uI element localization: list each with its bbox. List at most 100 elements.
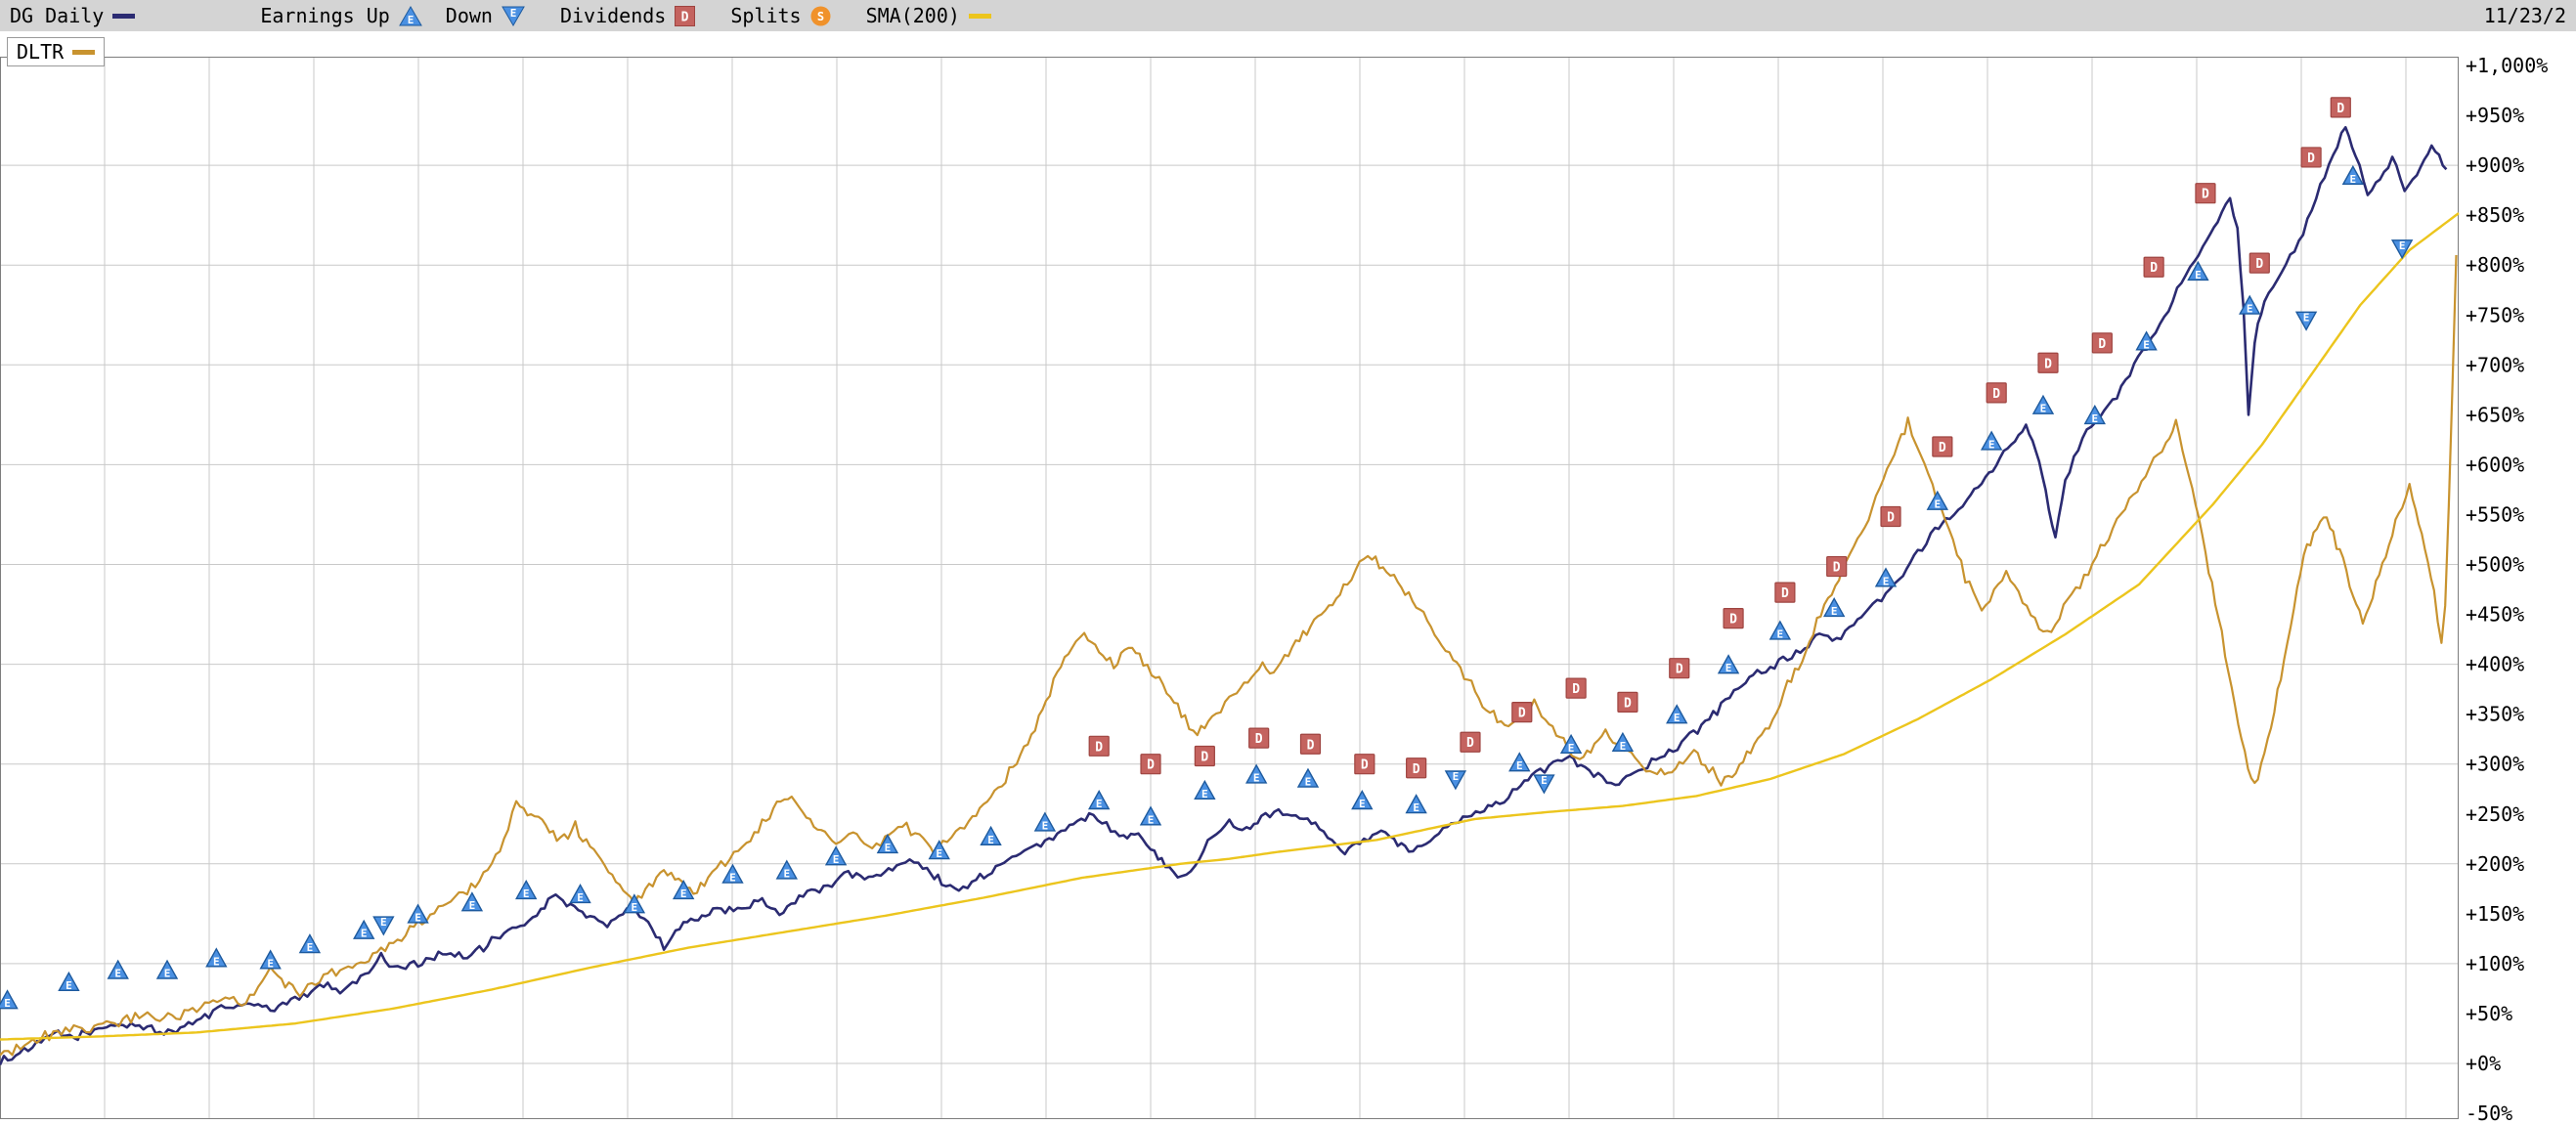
svg-text:D: D [2307,151,2315,166]
chart-area[interactable]: E E E E E E E E E E E E E E E E E E E E E E E E E E E E E E E E E E E E E E E E… [0,31,2576,1125]
price-chart-canvas[interactable]: E E E E E E E E E E E E E E E E E E E E E E E E E E E E E E E E E E E E E E E E… [0,31,2576,1125]
legend-earnings-up: Earnings Up E [260,4,422,27]
svg-text:E: E [4,997,11,1010]
earnings-up-icon: E [398,5,422,26]
svg-text:E: E [885,842,892,854]
svg-text:E: E [2303,311,2310,324]
svg-text:D: D [1992,387,2000,402]
dltr-line-swatch-icon [72,49,96,55]
svg-text:E: E [1413,801,1419,814]
earnings-down-label: Down [445,4,493,27]
svg-text:E: E [2350,173,2357,186]
svg-text:D: D [1518,707,1526,721]
svg-text:E: E [783,867,790,880]
svg-text:+150%: +150% [2466,902,2524,926]
svg-text:+850%: +850% [2466,203,2524,227]
svg-text:D: D [1729,613,1737,627]
svg-text:+200%: +200% [2466,852,2524,876]
svg-text:+550%: +550% [2466,503,2524,527]
svg-text:E: E [1359,798,1366,810]
svg-text:E: E [1148,813,1155,826]
svg-text:+900%: +900% [2466,153,2524,177]
legend-dividends: Dividends D [559,4,696,27]
svg-text:E: E [1777,627,1784,640]
svg-text:E: E [307,941,314,954]
svg-text:E: E [267,957,274,970]
svg-text:E: E [577,891,584,904]
svg-text:E: E [2247,303,2253,316]
svg-text:D: D [1413,762,1420,777]
earnings-up-label: Earnings Up [260,4,390,27]
svg-text:E: E [936,847,942,860]
svg-text:E: E [1988,438,1995,451]
svg-text:+1,000%: +1,000% [2466,54,2548,77]
legend-bar: DG Daily Earnings Up E Down E Dividends … [0,0,2576,31]
svg-text:D: D [1833,561,1841,576]
svg-text:+400%: +400% [2466,653,2524,676]
dg-line-swatch-icon [112,13,136,19]
svg-text:D: D [1676,663,1683,677]
svg-text:E: E [1305,776,1312,789]
svg-text:-50%: -50% [2466,1102,2512,1125]
svg-text:E: E [1201,788,1208,800]
svg-text:+300%: +300% [2466,753,2524,776]
svg-text:+650%: +650% [2466,403,2524,426]
svg-text:E: E [1253,771,1260,784]
svg-text:+950%: +950% [2466,104,2524,127]
svg-text:+0%: +0% [2466,1052,2501,1075]
svg-text:D: D [2202,188,2209,202]
sma-label: SMA(200) [865,4,960,27]
svg-text:E: E [1042,819,1049,832]
dividend-icon: D [675,5,696,26]
svg-text:+250%: +250% [2466,802,2524,826]
svg-text:D: D [1307,738,1315,753]
compare-symbol-legend: DLTR [7,37,106,66]
svg-text:D: D [1572,682,1580,697]
svg-text:D: D [1939,441,1946,455]
svg-text:D: D [1887,510,1895,525]
svg-text:D: D [1624,696,1632,711]
legend-earnings-down: Down E [446,4,525,27]
svg-text:E: E [1831,605,1838,618]
svg-text:E: E [469,899,476,912]
svg-text:E: E [1674,712,1681,724]
svg-text:E: E [1541,774,1548,787]
split-icon: S [810,6,831,25]
svg-text:E: E [164,968,171,980]
svg-text:S: S [816,10,823,23]
svg-text:D: D [1361,758,1369,773]
legend-symbol: DG Daily [10,4,136,27]
svg-text:E: E [729,872,736,885]
dividends-label: Dividends [559,4,667,27]
legend-sma: SMA(200) [866,4,991,27]
svg-text:D: D [1255,732,1263,747]
svg-text:E: E [2143,338,2150,351]
legend-splits: Splits S [730,4,831,27]
svg-text:E: E [1568,742,1575,755]
svg-text:E: E [407,14,414,26]
svg-text:E: E [632,901,638,914]
svg-text:+800%: +800% [2466,253,2524,277]
cursor-date-label: 11/23/2 [2483,4,2566,27]
svg-text:E: E [1883,575,1890,587]
svg-text:E: E [380,916,387,929]
svg-text:E: E [1620,740,1627,753]
svg-text:D: D [1095,740,1103,755]
svg-text:D: D [2150,261,2158,276]
svg-text:+750%: +750% [2466,303,2524,326]
svg-text:D: D [1201,751,1208,765]
svg-text:E: E [361,928,368,940]
svg-text:E: E [2040,403,2047,415]
svg-text:D: D [2098,337,2106,352]
symbol-period-label: DG Daily [10,4,105,27]
svg-text:D: D [681,10,689,24]
svg-text:+500%: +500% [2466,553,2524,577]
svg-text:E: E [213,955,220,968]
svg-text:E: E [833,853,840,866]
compare-symbol-label: DLTR [17,40,65,64]
svg-text:E: E [415,911,421,924]
svg-text:D: D [1147,758,1155,773]
svg-text:E: E [2091,412,2098,425]
svg-text:D: D [2044,357,2052,371]
